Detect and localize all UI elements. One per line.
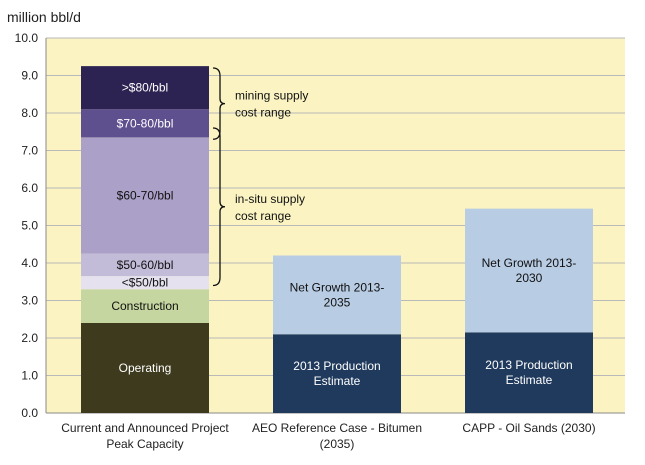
y-tick-label: 6.0 — [21, 181, 38, 195]
y-tick-label: 8.0 — [21, 106, 38, 120]
annotation-mining-supply-cost-range: cost range — [235, 106, 291, 120]
segment-label: Net Growth 2013- — [482, 256, 577, 270]
x-category-label: Current and Announced Project — [61, 421, 229, 435]
bar-segment — [465, 208, 593, 333]
annotation-in-situ-supply-cost-range: in-situ supply — [235, 192, 305, 206]
x-category-label: Peak Capacity — [106, 437, 183, 451]
segment-label: Estimate — [314, 374, 361, 388]
y-tick-label: 10.0 — [15, 31, 39, 45]
brace-in-situ-supply-cost-range — [212, 127, 226, 287]
y-tick-label: 4.0 — [21, 256, 38, 270]
segment-label: <$50/bbl — [122, 276, 168, 290]
bar-segment — [81, 323, 209, 413]
segment-label: $70-80/bbl — [117, 116, 174, 130]
y-tick-label: 1.0 — [21, 369, 38, 383]
segment-label: Estimate — [506, 373, 553, 387]
segment-label: Net Growth 2013- — [290, 280, 385, 294]
bar-segment — [81, 109, 209, 138]
x-category-label: AEO Reference Case - Bitumen — [252, 421, 422, 435]
segment-label: 2030 — [516, 271, 543, 285]
segment-label: $60-70/bbl — [117, 189, 174, 203]
y-tick-label: 0.0 — [21, 406, 38, 420]
y-tick-label: 9.0 — [21, 69, 38, 83]
y-tick-label: 5.0 — [21, 219, 38, 233]
x-category-label: CAPP - Oil Sands (2030) — [462, 421, 595, 435]
segment-label: >$80/bbl — [122, 81, 168, 95]
segment-label: 2013 Production — [485, 358, 572, 372]
y-axis-label: million bbl/d — [7, 9, 81, 25]
y-tick-label: 3.0 — [21, 294, 38, 308]
segment-label: 2013 Production — [293, 359, 380, 373]
y-tick-label: 2.0 — [21, 331, 38, 345]
segment-label: Operating — [119, 361, 172, 375]
x-category-label: (2035) — [320, 437, 355, 451]
bar-segment — [81, 137, 209, 254]
segment-label: 2035 — [324, 295, 351, 309]
bar-segment — [273, 334, 401, 413]
annotation-mining-supply-cost-range: mining supply — [235, 89, 308, 103]
bar-segment — [465, 332, 593, 413]
annotation-in-situ-supply-cost-range: cost range — [235, 209, 291, 223]
bar-segment — [81, 66, 209, 110]
segment-label: Construction — [111, 299, 178, 313]
bar-segment — [81, 289, 209, 323]
segment-label: $50-60/bbl — [117, 258, 174, 272]
bar-segment — [81, 253, 209, 277]
bar-segment — [81, 276, 209, 290]
bar-segment — [273, 255, 401, 335]
y-tick-label: 7.0 — [21, 144, 38, 158]
